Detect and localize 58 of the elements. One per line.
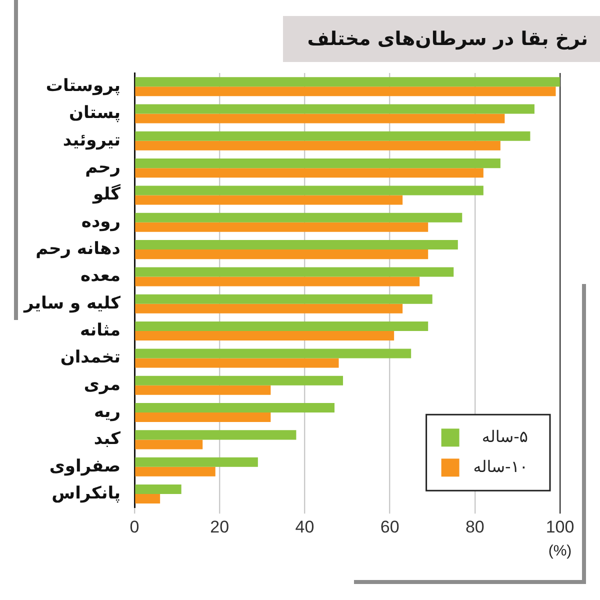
bar <box>135 430 296 440</box>
bar <box>135 212 462 222</box>
y-tick-label: روده <box>81 212 121 232</box>
bar <box>135 412 271 422</box>
bar <box>135 131 530 141</box>
x-tick-label: 40 <box>295 517 314 536</box>
bar <box>135 385 271 395</box>
bar <box>135 186 484 196</box>
bar <box>135 86 556 96</box>
x-tick-label: 0 <box>130 517 140 536</box>
y-tick-label: ریه <box>94 402 121 422</box>
bar <box>135 276 420 286</box>
x-tick-label: 60 <box>380 517 400 536</box>
bar <box>135 322 428 332</box>
bar <box>135 358 339 368</box>
bar <box>135 466 216 476</box>
y-tick-label: رحم <box>85 157 121 178</box>
bar <box>135 376 344 386</box>
bar <box>135 240 458 250</box>
bar <box>135 484 182 494</box>
y-tick-label: پانکراس <box>52 483 121 504</box>
bar <box>135 331 394 341</box>
y-tick-label: تخمدان <box>60 348 121 368</box>
bar <box>135 77 560 87</box>
y-tick-label: کلیه و سایر <box>22 293 121 314</box>
bar <box>135 294 432 304</box>
bar <box>135 250 428 260</box>
bar <box>135 168 484 178</box>
y-tick-label: معده <box>80 266 121 286</box>
bar <box>135 403 335 413</box>
bar <box>135 348 412 358</box>
bar <box>135 222 428 232</box>
y-tick-label: صفراوی <box>49 456 121 476</box>
y-tick-label: پستان <box>69 103 121 124</box>
x-axis-title: (%) <box>548 542 572 560</box>
y-tick-label: گلو <box>92 184 121 205</box>
bar <box>135 267 454 277</box>
bar <box>135 494 160 504</box>
bar <box>135 195 403 205</box>
y-tick-label: مری <box>84 374 121 395</box>
x-tick-label: 80 <box>465 517 484 536</box>
x-tick-label: 20 <box>210 517 230 536</box>
legend-label: ۱۰-ساله <box>473 456 528 476</box>
bar <box>135 440 203 450</box>
bar <box>135 140 500 150</box>
chart-title: نرخ بقا در سرطان‌های مختلف <box>283 16 600 62</box>
y-tick-label: پروستات <box>46 76 121 96</box>
y-tick-label: مثانه <box>80 320 121 340</box>
x-tick-label: 100 <box>546 517 574 536</box>
bar <box>135 304 403 314</box>
legend-label: ۵-ساله <box>482 426 528 446</box>
bar <box>135 158 500 168</box>
bar <box>135 104 534 114</box>
bar <box>135 457 258 467</box>
bar <box>135 114 505 124</box>
y-tick-label: کبد <box>94 429 121 450</box>
y-tick-label: دهانه رحم <box>36 238 121 259</box>
y-tick-label: تیروئید <box>62 130 121 150</box>
